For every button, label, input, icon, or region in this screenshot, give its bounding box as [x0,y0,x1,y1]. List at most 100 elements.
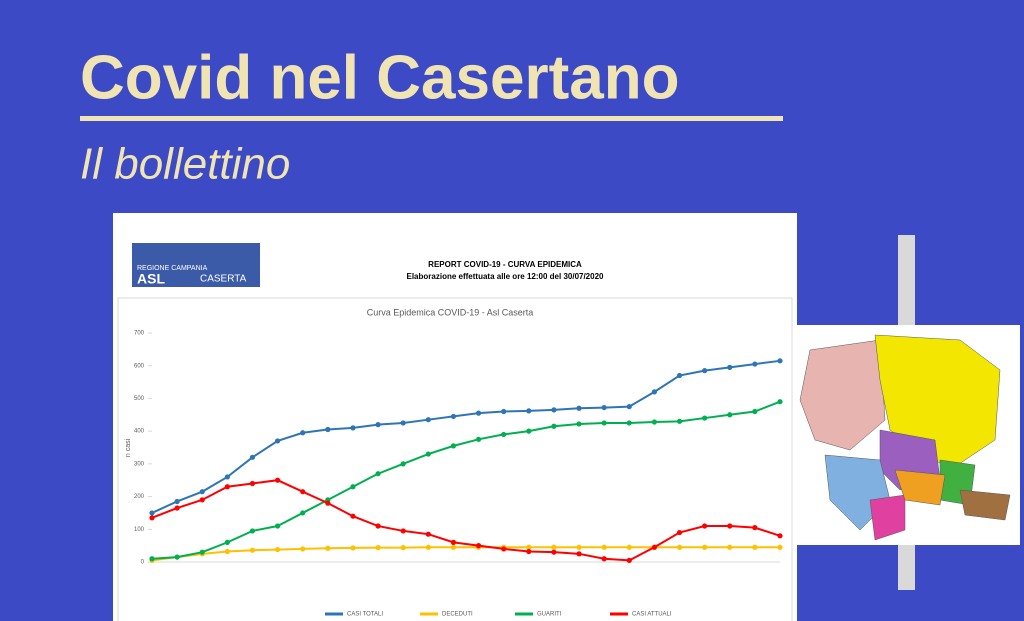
y-tick-label: 600 [134,363,145,369]
point [199,497,205,503]
point [275,546,281,553]
point [375,523,381,529]
y-tick-label: 0 [141,560,145,566]
point [350,425,356,431]
y-tick-label: 100 [134,527,145,533]
point [777,544,783,550]
point [676,372,683,379]
logo-city: CASERTA [200,274,247,285]
point [601,420,607,426]
point [450,413,457,420]
point [224,548,230,555]
point [224,484,230,490]
point [224,474,230,480]
point [676,529,683,536]
subtitle: Il bollettino [80,140,290,189]
point [551,423,557,429]
point [400,420,406,426]
point [501,408,507,415]
map-area [869,494,906,541]
point [651,389,658,395]
point [676,418,683,424]
point [702,523,708,529]
point [651,544,658,550]
point [526,544,532,550]
point [651,419,658,425]
point [601,404,607,411]
title-underline [80,116,783,121]
point [249,480,256,487]
point [702,544,708,550]
point [501,431,507,438]
point [475,436,482,442]
point [702,415,708,421]
point [149,515,155,521]
point [400,545,406,551]
point [400,461,406,467]
point [425,531,431,537]
series-line [151,546,780,562]
point [526,428,532,434]
logo-region: REGIONE CAMPANIA [137,265,208,272]
legend-label: GUARITI [537,612,562,618]
y-tick-label: 300 [134,461,145,467]
point [601,556,607,562]
point [224,539,230,545]
point [375,471,381,477]
point [601,544,607,550]
point [199,489,205,495]
report-title: REPORT COVID-19 - CURVA EPIDEMICA [428,260,582,269]
point [752,544,758,550]
series-line [151,359,781,514]
point [300,510,306,516]
point [475,410,482,416]
point [325,500,331,506]
point [475,543,482,549]
point [375,422,381,428]
point [702,368,708,374]
point [350,545,356,551]
map [797,325,1020,545]
point [350,484,356,490]
legend-label: CASI TOTALI [347,612,383,618]
point [752,408,758,415]
point [777,358,783,364]
point [149,556,155,562]
point [375,545,381,551]
point [300,430,306,436]
point [300,546,306,552]
point [174,505,180,511]
point [626,420,632,426]
chart-title: Curva Epidemica COVID-19 - Asl Caserta [367,307,534,317]
point [450,443,457,449]
point [526,548,532,555]
point [275,477,281,483]
point [325,545,331,551]
point [350,513,356,519]
point [174,554,180,560]
y-tick-label: 400 [134,429,145,435]
y-tick-label: 500 [134,396,145,402]
logo-asl: ASL [137,271,165,287]
point [777,399,783,405]
map-area [959,489,1011,521]
y-tick-label: 700 [134,331,145,337]
point [676,544,683,550]
point [727,364,733,370]
legend-label: CASI ATTUALI [632,612,672,618]
y-tick-label: 200 [134,494,145,500]
report-subtitle: Elaborazione effettuata alle ore 12:00 d… [407,272,605,281]
point [551,407,557,413]
point [275,438,281,444]
point [425,451,431,457]
title: Covid nel Casertano [80,43,679,112]
point [450,544,457,550]
point [626,404,632,410]
point [174,498,180,505]
y-axis-label: n casi [125,438,132,457]
legend-label: DECEDUTI [442,612,473,618]
point [777,533,783,539]
point [727,412,733,418]
point [249,454,256,460]
